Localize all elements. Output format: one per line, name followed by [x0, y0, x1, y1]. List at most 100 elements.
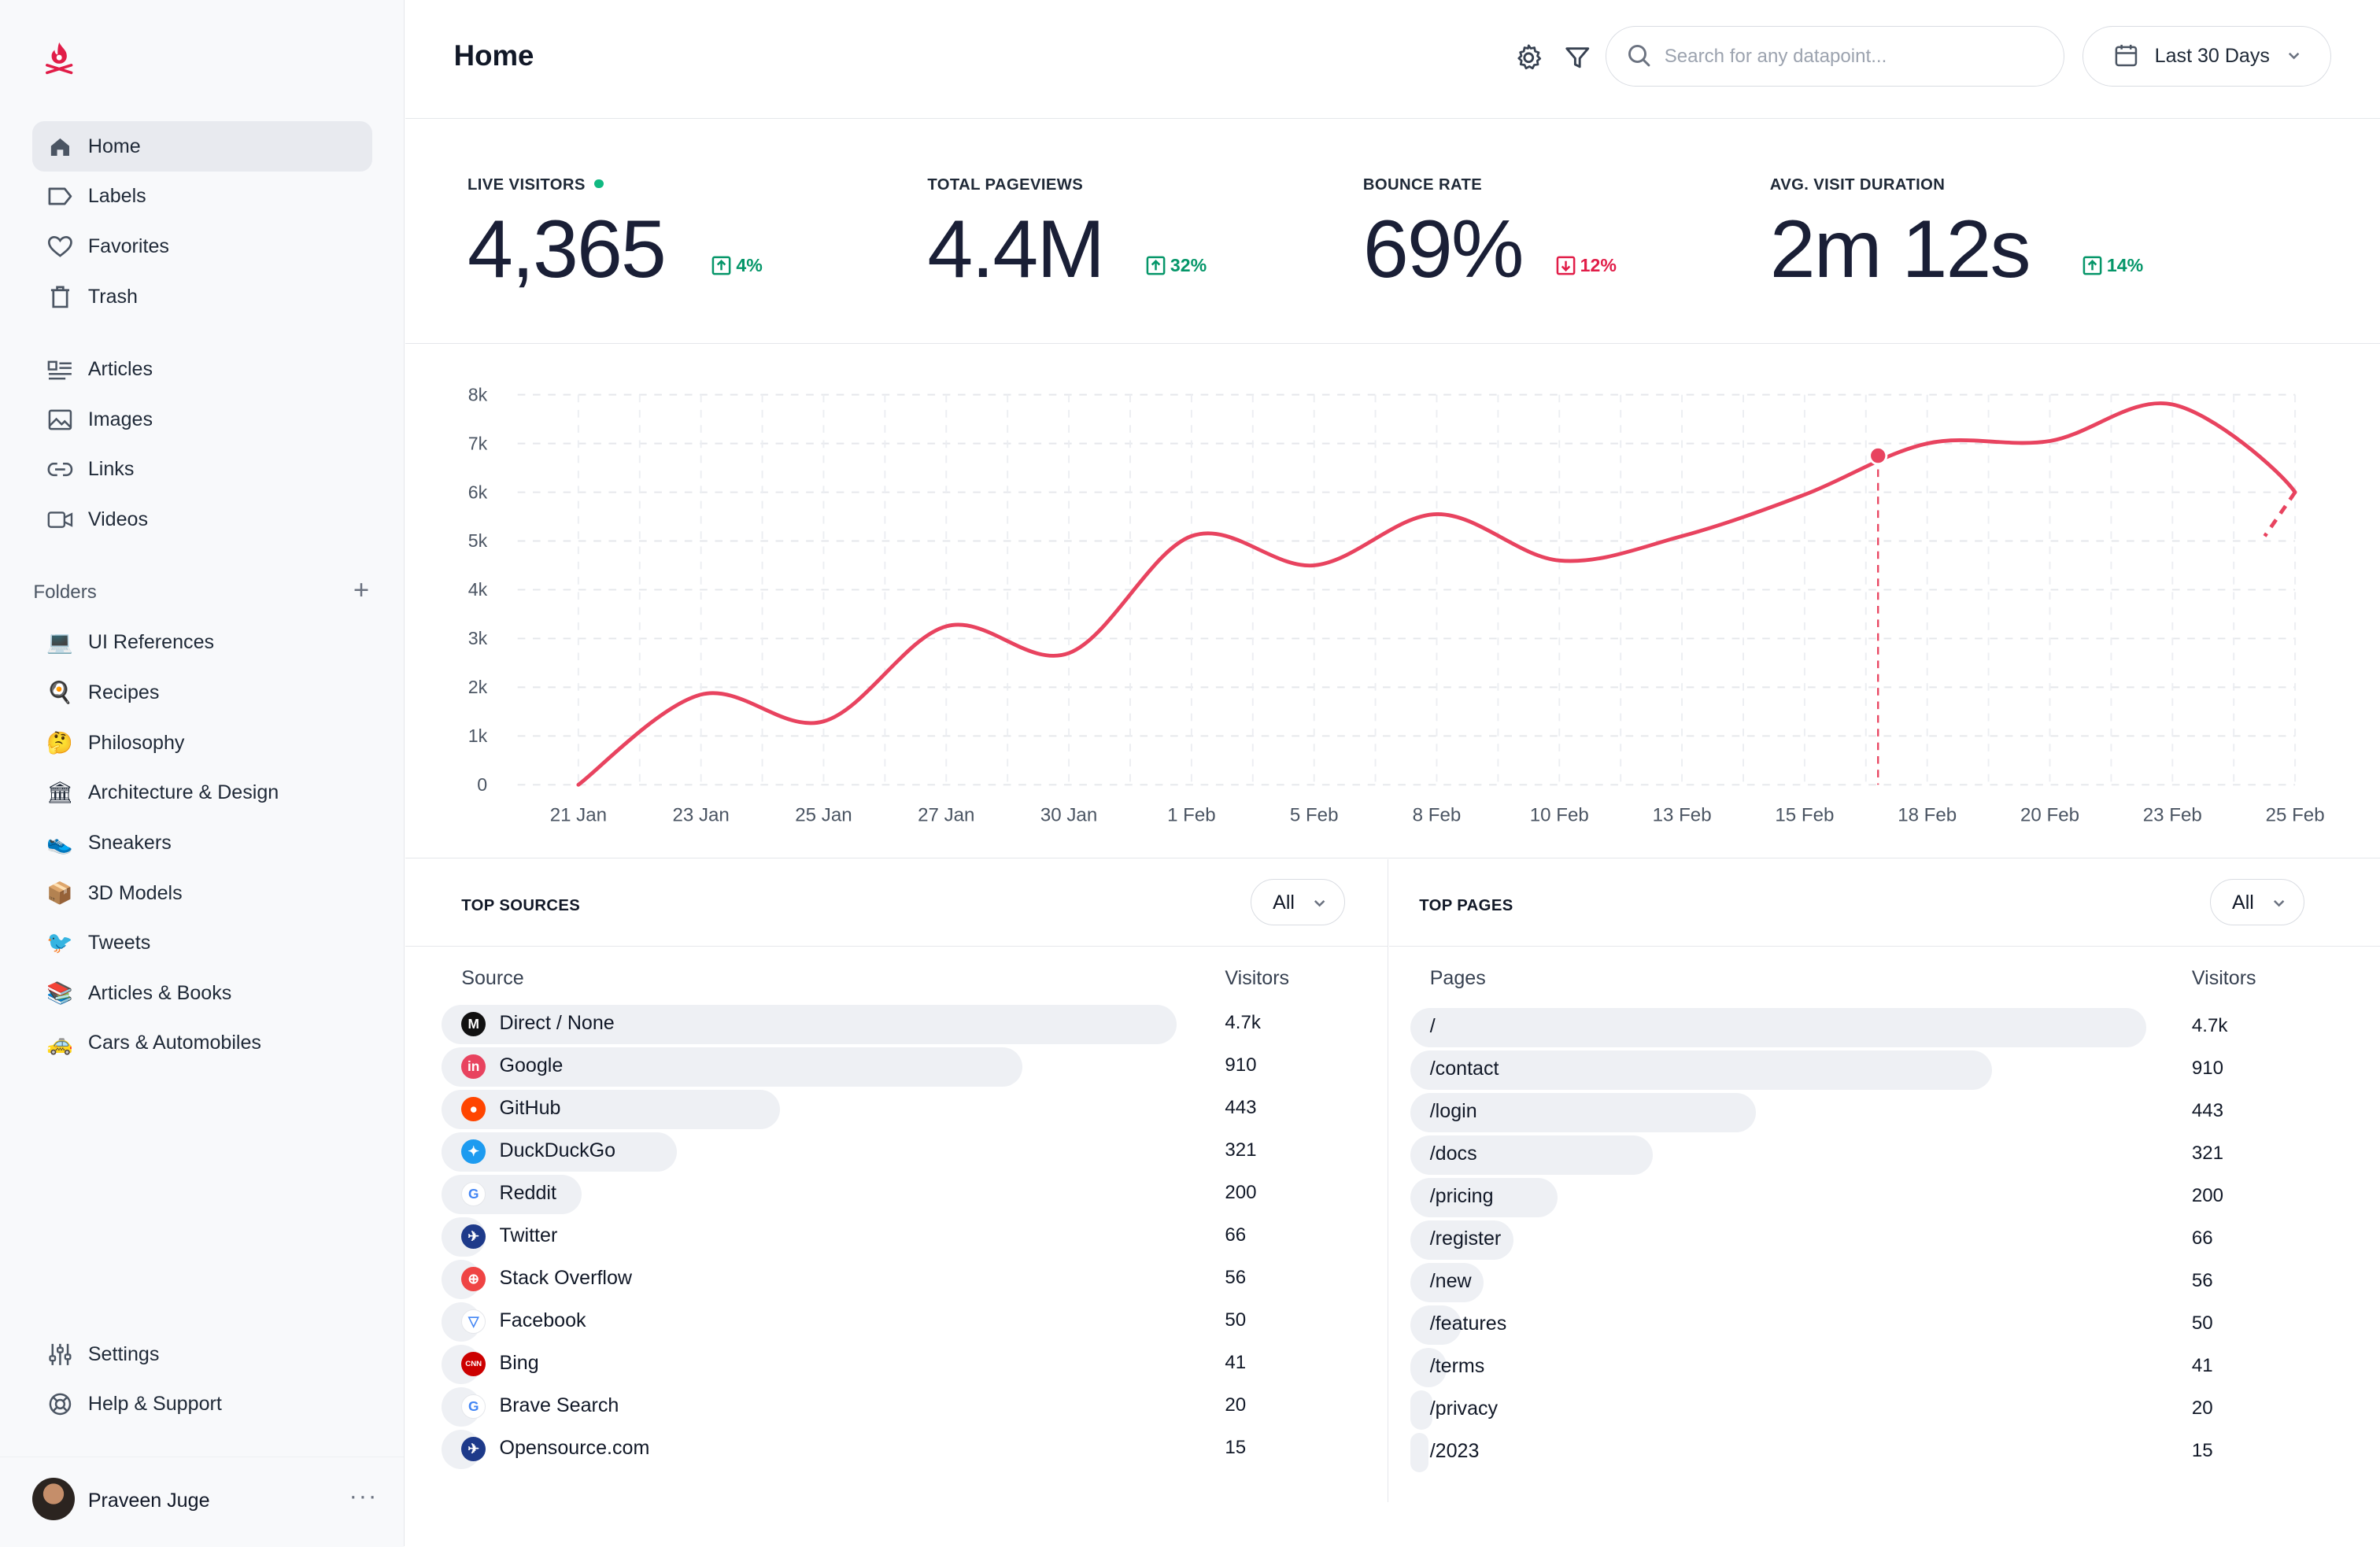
- stat-change-value: 12%: [1580, 255, 1617, 275]
- source-name: Google: [499, 1054, 564, 1077]
- page-path: /login: [1429, 1100, 1477, 1123]
- table-row[interactable]: /features 50: [1389, 1305, 2380, 1345]
- filter-label: All: [1273, 892, 1295, 914]
- table-row[interactable]: /new 56: [1389, 1262, 2380, 1302]
- panel-header: TOP SOURCES All: [405, 859, 1388, 947]
- search-box[interactable]: [1606, 25, 2064, 87]
- source-name: Brave Search: [499, 1394, 619, 1417]
- table-row[interactable]: /docs 321: [1389, 1135, 2380, 1175]
- sidebar-folder-3d-models[interactable]: 📦 3D Models: [32, 868, 372, 918]
- share-bar: [1410, 1007, 2147, 1047]
- heart-icon: [47, 234, 73, 260]
- sidebar-item-videos[interactable]: Videos: [32, 495, 372, 545]
- sidebar-folder-tweets[interactable]: 🐦 Tweets: [32, 918, 372, 969]
- add-folder-icon[interactable]: +: [353, 574, 370, 605]
- table-row[interactable]: /terms 41: [1389, 1347, 2380, 1387]
- table-row[interactable]: /register 66: [1389, 1220, 2380, 1260]
- table-row[interactable]: /2023 15: [1389, 1432, 2380, 1472]
- table-row[interactable]: G Brave Search 20: [405, 1386, 1388, 1427]
- visitor-count: 200: [2191, 1185, 2224, 1207]
- sidebar-item-labels[interactable]: Labels: [32, 172, 372, 222]
- sidebar-item-help[interactable]: Help & Support: [32, 1379, 372, 1430]
- duckduckgo-icon: ✦: [461, 1139, 486, 1165]
- table-row[interactable]: / 4.7k: [1389, 1007, 2380, 1047]
- visitor-count: 200: [1225, 1182, 1257, 1204]
- line-chart-svg[interactable]: 0 1k 2k 3k 4k 5k 6k 7k 8k 21 Jan 23 Jan 25 Jan 27 Ja…: [405, 345, 2380, 858]
- sidebar-item-favorites[interactable]: Favorites: [32, 222, 372, 272]
- arrow-down-box-icon: [1556, 256, 1576, 275]
- app-logo-icon[interactable]: [42, 39, 76, 76]
- x-tick-label: 18 Feb: [1898, 804, 1957, 825]
- sidebar-folder-cars[interactable]: 🚕 Cars & Automobiles: [32, 1018, 372, 1069]
- x-tick-label: 5 Feb: [1290, 804, 1339, 825]
- table-row[interactable]: ▽ Facebook 50: [405, 1301, 1388, 1342]
- sources-filter-dropdown[interactable]: All: [1251, 878, 1345, 926]
- sidebar-folder-recipes[interactable]: 🍳 Recipes: [32, 668, 372, 718]
- share-bar: [1410, 1135, 1654, 1175]
- sidebar-folder-sneakers[interactable]: 👟 Sneakers: [32, 818, 372, 869]
- sidebar-item-label: Videos: [87, 508, 149, 531]
- y-tick-label: 0: [477, 774, 487, 795]
- panel-title: TOP PAGES: [1419, 896, 1513, 914]
- visitors-chart[interactable]: 0 1k 2k 3k 4k 5k 6k 7k 8k 21 Jan 23 Jan 25 Jan 27 Ja…: [405, 345, 2380, 858]
- sidebar: Home Labels Favorites Trash Articles Ima…: [0, 0, 405, 1547]
- series-line-projection: [2263, 490, 2297, 537]
- visitor-count: 443: [2191, 1100, 2224, 1122]
- sidebar-folder-architecture[interactable]: 🏛 Architecture & Design: [32, 768, 372, 818]
- y-tick-label: 1k: [468, 726, 488, 746]
- table-row[interactable]: ⊕ Stack Overflow 56: [405, 1259, 1388, 1299]
- arrow-up-box-icon: [2082, 256, 2102, 275]
- table-row[interactable]: ✦ DuckDuckGo 321: [405, 1132, 1388, 1172]
- stackoverflow-icon: ⊕: [461, 1267, 486, 1292]
- y-tick-label: 6k: [468, 482, 488, 502]
- table-row[interactable]: ✈ Opensource.com 15: [405, 1429, 1388, 1469]
- avatar[interactable]: [31, 1477, 75, 1520]
- table-row[interactable]: M Direct / None 4.7k: [405, 1004, 1388, 1044]
- x-tick-label: 25 Jan: [795, 804, 852, 825]
- table-row[interactable]: G Reddit 200: [405, 1174, 1388, 1214]
- series-line[interactable]: [576, 401, 2297, 787]
- taxi-icon: 🚕: [46, 1031, 73, 1055]
- sidebar-folder-ui-references[interactable]: 💻 UI References: [32, 618, 372, 668]
- table-row[interactable]: /contact 910: [1389, 1050, 2380, 1090]
- table-row[interactable]: CNN Bing 41: [405, 1344, 1388, 1384]
- more-options-icon[interactable]: ···: [349, 1482, 379, 1510]
- sidebar-folder-philosophy[interactable]: 🤔 Philosophy: [32, 718, 372, 768]
- search-icon: [1628, 45, 1650, 67]
- table-row[interactable]: ● GitHub 443: [405, 1089, 1388, 1129]
- search-input[interactable]: [1661, 40, 2047, 74]
- filter-icon[interactable]: [1562, 42, 1593, 73]
- top-pages-panel: TOP PAGES All Pages Visitors / 4.7k/conta…: [1388, 859, 2380, 1503]
- visitor-count: 20: [2191, 1397, 2213, 1420]
- share-bar: [1410, 1092, 1757, 1132]
- user-profile[interactable]: Praveen Juge ···: [0, 1457, 404, 1547]
- folder-label: Recipes: [87, 681, 160, 703]
- sidebar-item-articles[interactable]: Articles: [32, 345, 372, 395]
- sidebar-item-settings[interactable]: Settings: [32, 1329, 372, 1379]
- twitter-icon: ✈: [461, 1224, 486, 1250]
- pages-filter-dropdown[interactable]: All: [2210, 878, 2304, 926]
- x-tick-label: 10 Feb: [1530, 804, 1589, 825]
- sidebar-item-trash[interactable]: Trash: [32, 271, 372, 322]
- table-row[interactable]: in Google 910: [405, 1047, 1388, 1087]
- x-tick-label: 23 Jan: [672, 804, 729, 825]
- visitor-count: 15: [2191, 1440, 2213, 1462]
- settings-gear-icon[interactable]: [1513, 42, 1544, 73]
- sidebar-item-links[interactable]: Links: [32, 445, 372, 495]
- date-range-dropdown[interactable]: Last 30 Days: [2082, 25, 2332, 87]
- bird-icon: 🐦: [46, 931, 73, 955]
- table-row[interactable]: ✈ Twitter 66: [405, 1217, 1388, 1257]
- table-row[interactable]: /privacy 20: [1389, 1390, 2380, 1430]
- stat-label: TOTAL PAGEVIEWS: [927, 175, 1084, 194]
- sidebar-item-images[interactable]: Images: [32, 394, 372, 445]
- sidebar-item-home[interactable]: Home: [31, 121, 372, 172]
- y-tick-label: 5k: [468, 530, 488, 551]
- table-row[interactable]: /login 443: [1389, 1092, 2380, 1132]
- panel-header: TOP PAGES All: [1388, 859, 2380, 947]
- sidebar-folder-articles-books[interactable]: 📚 Articles & Books: [32, 968, 372, 1018]
- x-tick-label: 8 Feb: [1413, 804, 1462, 825]
- table-row[interactable]: /pricing 200: [1389, 1177, 2380, 1217]
- visitor-count: 56: [1225, 1267, 1247, 1289]
- y-tick-label: 2k: [468, 677, 488, 697]
- highlight-point[interactable]: [1868, 445, 1888, 465]
